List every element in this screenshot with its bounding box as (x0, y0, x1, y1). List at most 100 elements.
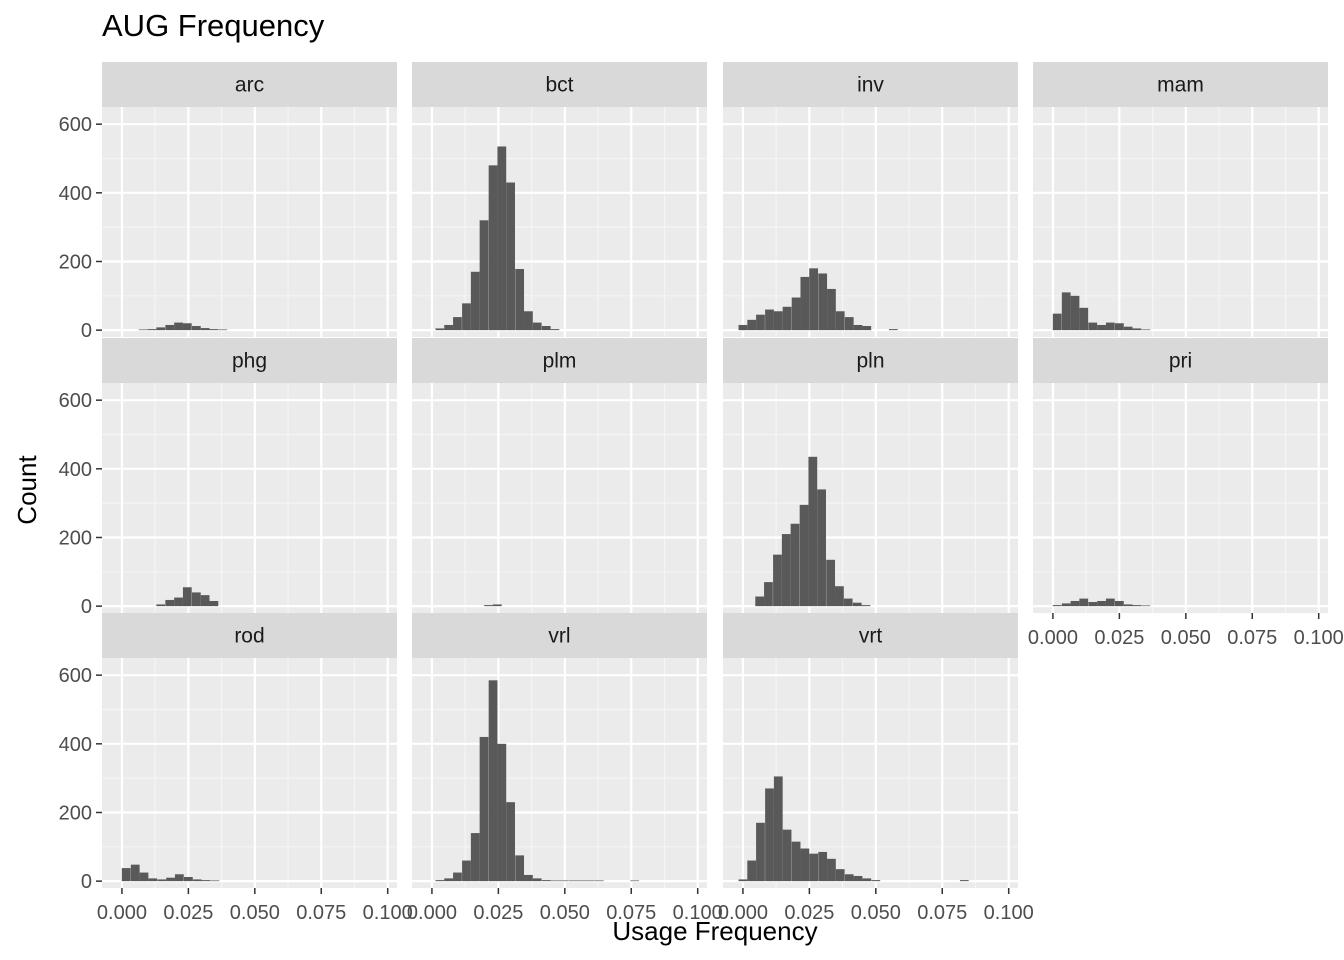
histogram-bar-vrl-12 (541, 880, 551, 882)
x-tick-label: 0.025 (1094, 627, 1144, 649)
histogram-bar-vrl-1 (444, 878, 454, 882)
histogram-bar-pln-6 (808, 456, 818, 607)
histogram-bar-pln-7 (817, 489, 826, 607)
histogram-bar-inv-11 (835, 311, 845, 331)
histogram-bar-pri-1 (1061, 603, 1071, 607)
histogram-bar-inv-15 (888, 329, 898, 331)
facet-strip-label: inv (857, 74, 884, 97)
histogram-bar-arc-8 (209, 329, 219, 331)
histogram-bar-vrl-18 (594, 880, 604, 882)
histogram-bar-pln-0 (755, 596, 765, 607)
histogram-bar-rod-5 (166, 877, 175, 882)
histogram-bar-vrl-5 (479, 736, 489, 882)
histogram-bar-phg-1 (165, 599, 175, 607)
histogram-bar-phg-4 (191, 592, 201, 607)
facet-strip (723, 62, 1018, 107)
facet-panel-arc: arc 0 200 400 600 (59, 62, 397, 342)
histogram-bar-inv-10 (827, 288, 836, 331)
x-tick-label: 0.000 (97, 902, 147, 924)
histogram-bar-pri-5 (1097, 600, 1106, 607)
x-axis-title: Usage Frequency (612, 916, 817, 946)
facet-strip-label: vrt (859, 625, 882, 648)
histogram-bar-phg-3 (182, 587, 192, 607)
histogram-bar-arc-7 (200, 328, 210, 331)
histogram-bar-inv-0 (738, 324, 748, 331)
histogram-bar-bct-12 (541, 326, 551, 331)
histogram-bar-inv-5 (782, 306, 792, 331)
histogram-bar-vrl-17 (585, 880, 595, 882)
histogram-bar-vrt-8 (809, 853, 819, 882)
histogram-bar-mam-3 (1079, 307, 1089, 331)
facet-strip-label: mam (1157, 74, 1204, 97)
histogram-bar-rod-2 (139, 872, 149, 882)
facet-plot-background (1033, 107, 1328, 337)
x-tick-label: 0.050 (1161, 627, 1211, 649)
histogram-bar-bct-13 (550, 329, 560, 331)
facet-panel-rod: rod 0 200 400 600 0.000 0.025 0.050 0.075 0.100 (59, 613, 413, 924)
histogram-bar-vrt-9 (818, 851, 828, 882)
histogram-bar-rod-10 (210, 880, 220, 882)
histogram-bar-arc-9 (218, 329, 228, 331)
histogram-bar-rod-6 (174, 874, 184, 882)
histogram-bar-pri-10 (1141, 605, 1151, 607)
y-tick-label: 600 (59, 390, 92, 412)
histogram-bar-mam-9 (1132, 328, 1142, 331)
histogram-bar-pln-4 (790, 523, 800, 607)
histogram-bar-vrl-2 (453, 872, 462, 882)
facet-plot-background (102, 383, 397, 613)
facet-strip-label: plm (543, 350, 577, 373)
histogram-bar-phg-2 (174, 597, 183, 607)
x-tick-label: 0.000 (407, 902, 457, 924)
y-tick-label: 200 (59, 527, 92, 549)
x-tick-label: 0.075 (1227, 627, 1277, 649)
histogram-bar-bct-9 (515, 269, 525, 331)
histogram-bar-rod-4 (157, 879, 167, 882)
facet-panel-inv: inv (723, 62, 1018, 337)
histogram-bar-pln-8 (826, 559, 836, 607)
histogram-bar-vrl-4 (470, 833, 480, 882)
histogram-bar-pln-3 (781, 534, 791, 607)
y-tick-label: 0 (81, 320, 92, 342)
facet-strip (412, 613, 707, 658)
histogram-bar-arc-3 (165, 324, 175, 331)
x-tick-label: 0.100 (984, 902, 1034, 924)
facet-panel-pln: pln (723, 338, 1018, 613)
histogram-bar-pri-6 (1105, 598, 1115, 607)
facet-panel-bct: bct (412, 62, 707, 337)
histogram-bar-vrl-13 (550, 880, 560, 882)
x-tick-label: 0.025 (473, 902, 523, 924)
histogram-bar-arc-6 (191, 326, 201, 331)
histogram-bar-arc-0 (138, 329, 148, 331)
facet-panel-vrt: vrt 0.000 0.025 0.050 0.075 0.100 (718, 613, 1034, 924)
facet-panel-mam: mam (1033, 62, 1328, 337)
x-tick-label: 0.000 (718, 902, 768, 924)
histogram-bar-vrt-0 (738, 879, 748, 882)
histogram-bar-vrt-2 (756, 822, 765, 882)
histogram-bar-mam-5 (1097, 324, 1106, 331)
histogram-bar-vrt-7 (800, 848, 810, 882)
histogram-bar-pln-11 (852, 602, 862, 607)
histogram-bar-vrl-19 (630, 880, 640, 882)
facet-strip-label: rod (234, 625, 264, 648)
histogram-bar-mam-10 (1141, 329, 1151, 331)
histogram-bar-vrt-16 (959, 880, 969, 882)
histogram-bar-bct-7 (497, 146, 507, 331)
histogram-bar-bct-11 (532, 322, 542, 331)
histogram-bar-mam-7 (1114, 323, 1124, 331)
histogram-bar-vrt-13 (853, 875, 863, 882)
histogram-bar-pln-9 (835, 586, 844, 607)
histogram-bar-bct-10 (524, 311, 533, 331)
facet-strip-label: pri (1169, 350, 1192, 373)
histogram-bar-arc-5 (182, 323, 192, 331)
facet-strip (102, 338, 397, 383)
facet-strip-label: vrl (548, 625, 570, 648)
facet-plot-background (412, 658, 707, 888)
facet-strip (102, 62, 397, 107)
histogram-bar-vrt-14 (862, 878, 872, 882)
histogram-bar-arc-4 (174, 322, 183, 331)
histogram-bar-rod-1 (130, 864, 140, 882)
x-tick-label: 0.100 (673, 902, 723, 924)
histogram-bar-vrl-7 (497, 743, 507, 882)
x-tick-label: 0.075 (296, 902, 346, 924)
facet-strip (1033, 338, 1328, 383)
